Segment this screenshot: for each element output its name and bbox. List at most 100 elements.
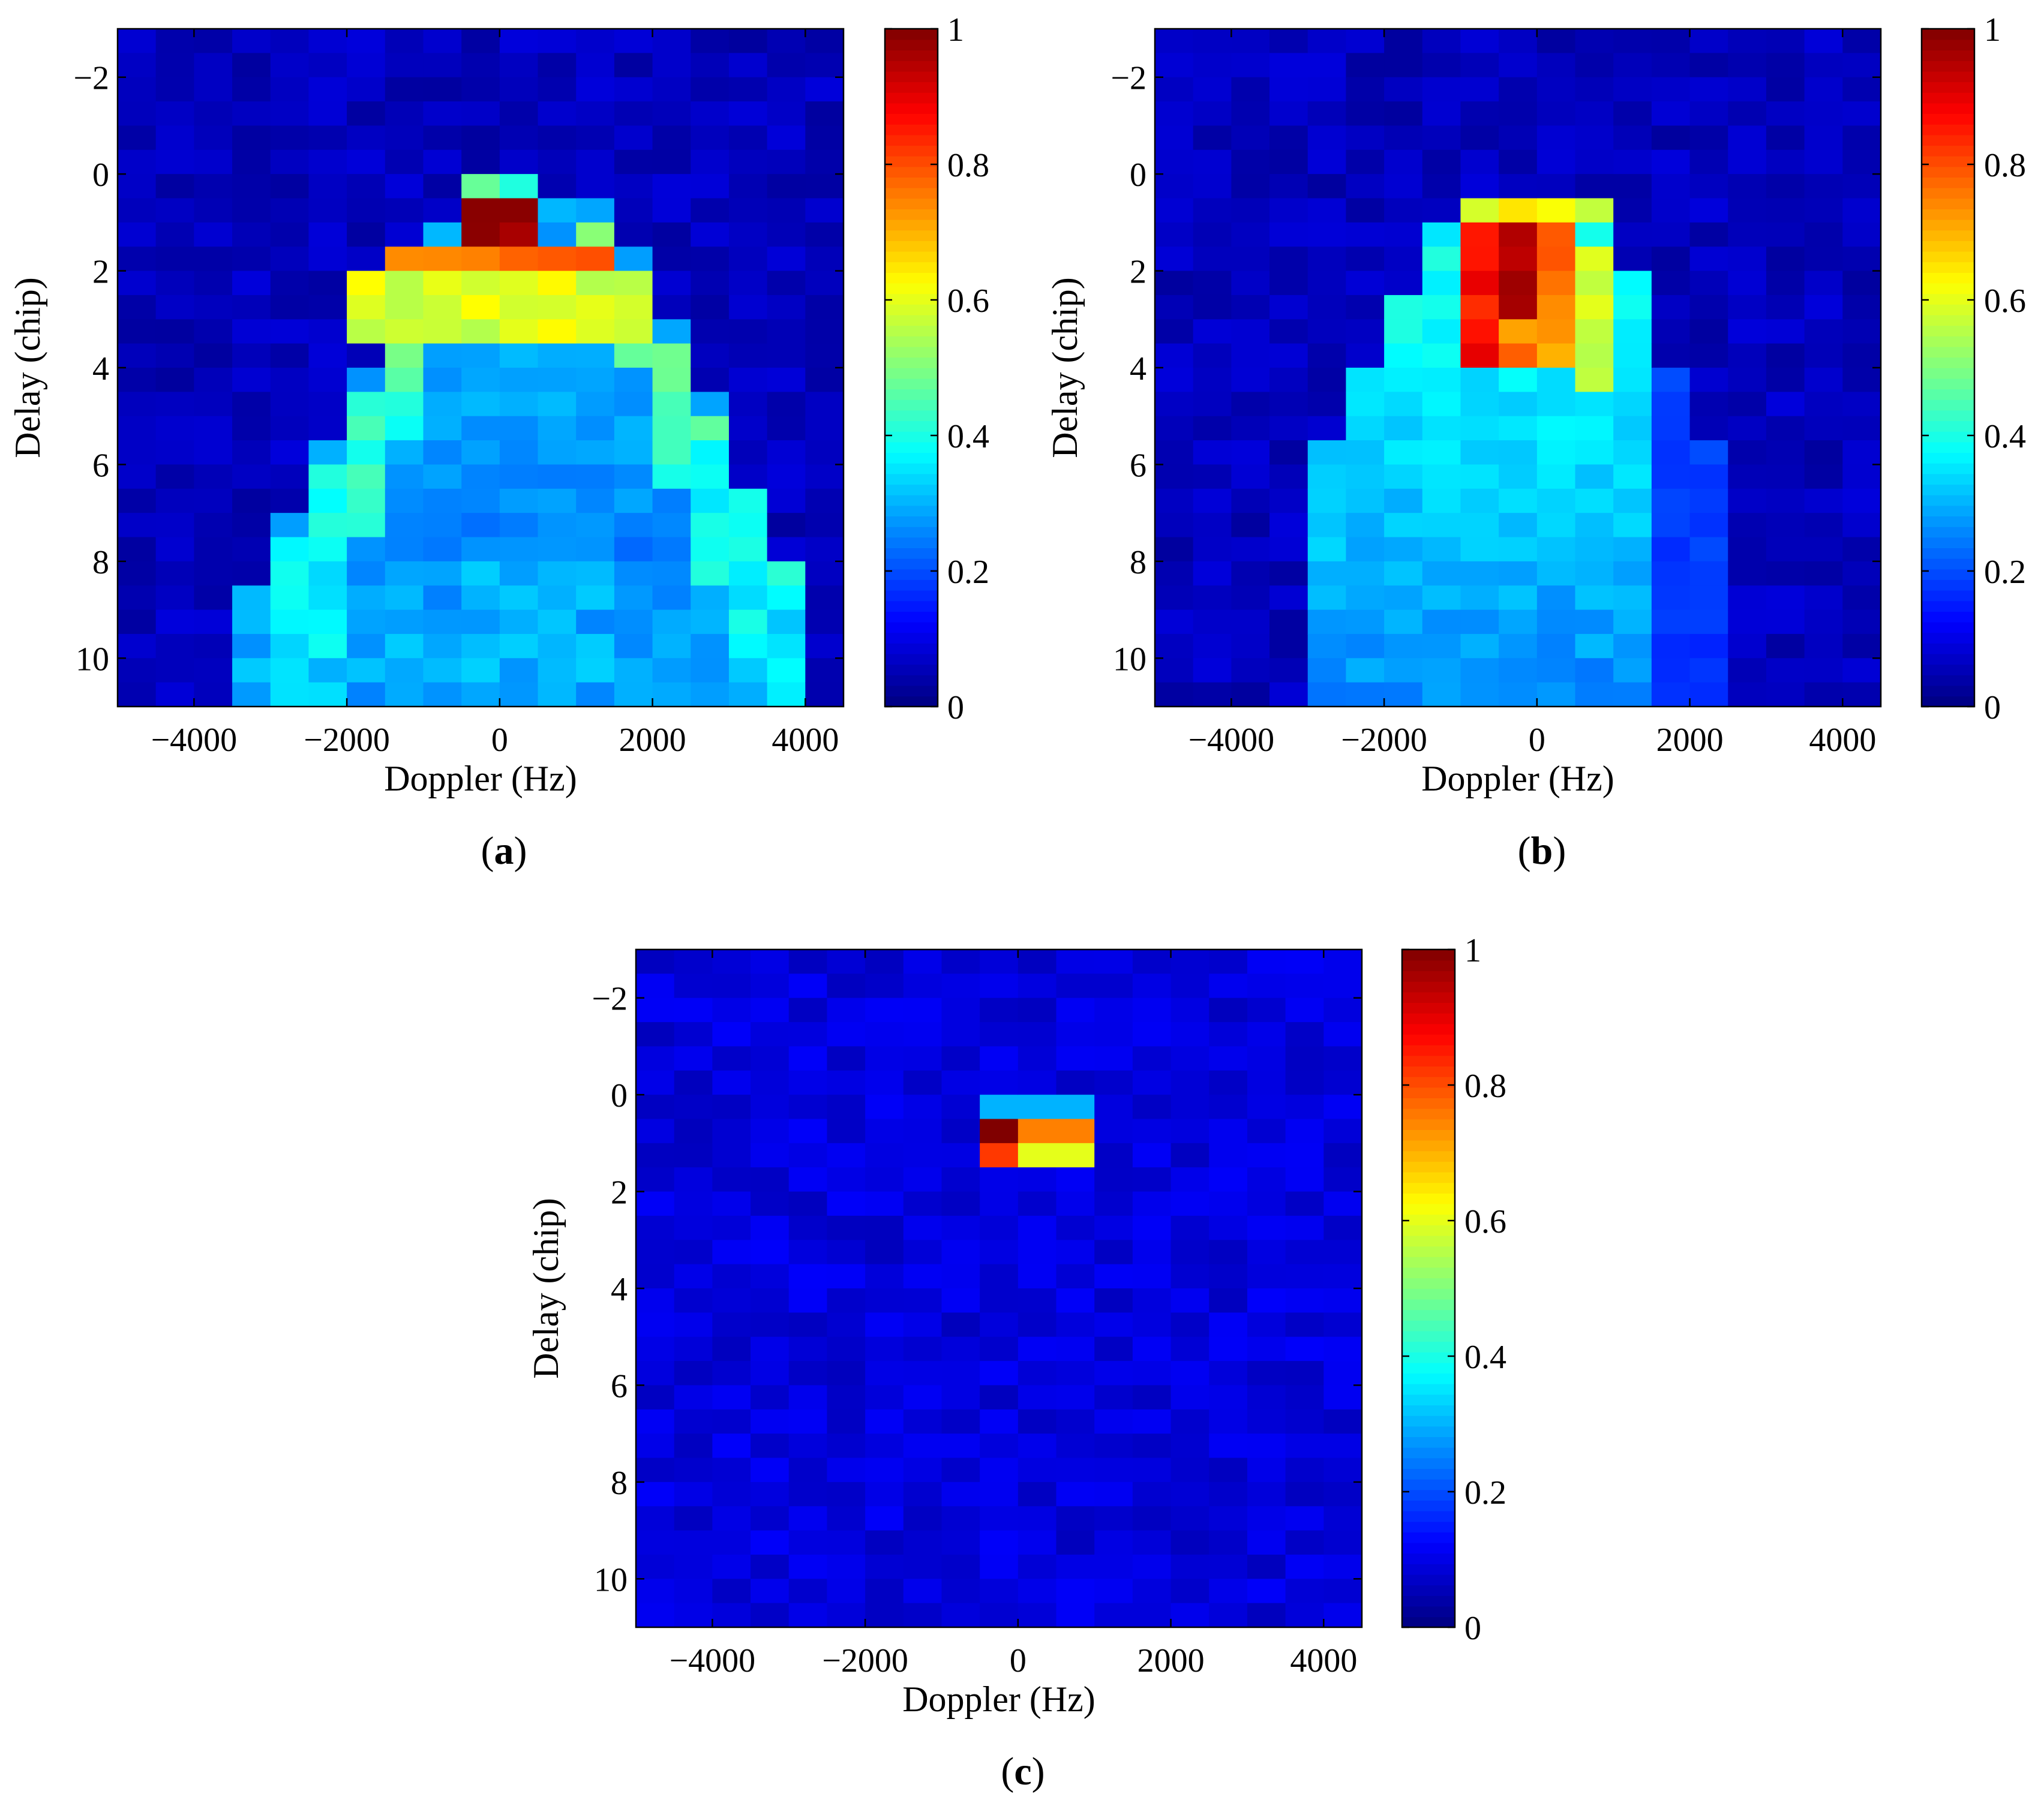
colorbar-band (885, 230, 938, 241)
heatmap-cell (423, 29, 462, 54)
y-tick-label: 4 (611, 1271, 628, 1308)
colorbar-band (1402, 1532, 1455, 1543)
heatmap-cell (1689, 609, 1729, 635)
colorbar-band (1922, 177, 1974, 188)
heatmap-cell (1536, 440, 1576, 465)
colorbar-band (1402, 1066, 1455, 1077)
heatmap-cell (1323, 1070, 1362, 1095)
colorbar-band (1922, 484, 1974, 495)
heatmap-cell (767, 658, 806, 683)
colorbar-band (1402, 1119, 1455, 1130)
heatmap-cell (1285, 1482, 1325, 1507)
colorbar-band (885, 60, 938, 72)
heatmap-cell (1247, 1022, 1286, 1047)
heatmap-cell (728, 392, 768, 417)
heatmap-cell (1804, 633, 1844, 659)
heatmap-cell (576, 561, 615, 587)
heatmap-cell (347, 368, 386, 393)
heatmap-cell (1575, 633, 1614, 659)
caption-letter: a (494, 829, 514, 873)
heatmap-cell (1575, 392, 1614, 417)
colorbar-band (885, 155, 938, 167)
heatmap-cell (1323, 1458, 1362, 1483)
colorbar-band (1922, 230, 1974, 241)
heatmap-cell (1209, 1409, 1248, 1434)
heatmap-cell (1323, 973, 1362, 999)
x-tick-label: 2000 (619, 722, 686, 759)
heatmap-cell (1193, 101, 1232, 127)
heatmap-cell (674, 1506, 713, 1531)
heatmap-cell (1575, 537, 1614, 562)
heatmap-cell (1536, 29, 1576, 54)
heatmap-cell (1056, 1119, 1095, 1144)
heatmap-cell (461, 609, 500, 635)
heatmap-cell (1384, 343, 1423, 368)
heatmap-cell (1384, 247, 1423, 272)
heatmap-cell (385, 198, 424, 223)
heatmap-cell (1285, 1288, 1325, 1314)
heatmap-cell (1285, 1458, 1325, 1483)
heatmap-cell (1728, 464, 1767, 489)
heatmap-cell (1536, 658, 1576, 683)
colorbar-band (885, 558, 938, 570)
heatmap-cell (194, 609, 233, 635)
heatmap-cell (1231, 392, 1270, 417)
heatmap-cell (1613, 537, 1652, 562)
heatmap-cell (270, 658, 310, 683)
heatmap-cell (155, 513, 195, 538)
heatmap-cell (1018, 1336, 1057, 1362)
heatmap-cell (728, 513, 768, 538)
heatmap-cell (903, 1167, 943, 1192)
heatmap-cell (691, 368, 730, 393)
heatmap-cell (1422, 609, 1461, 635)
heatmap-cell (1613, 271, 1652, 296)
heatmap-cell (1460, 271, 1499, 296)
heatmap-cell (499, 682, 539, 707)
heatmap-cell (423, 658, 462, 683)
heatmap-cell (751, 1603, 790, 1628)
heatmap-cell (1231, 125, 1270, 151)
heatmap-cell (1499, 513, 1538, 538)
heatmap-cell (1651, 392, 1691, 417)
heatmap-cell (1689, 658, 1729, 683)
heatmap-cell (461, 513, 500, 538)
heatmap-cell (194, 53, 233, 78)
heatmap-cell (423, 247, 462, 272)
heatmap-cell (941, 1336, 980, 1362)
heatmap-cell (385, 29, 424, 54)
heatmap-cell (423, 537, 462, 562)
heatmap-cell (767, 101, 806, 127)
heatmap-cell (1384, 416, 1423, 441)
heatmap-cell (1323, 1336, 1362, 1362)
heatmap-cell (308, 392, 347, 417)
heatmap-cell (385, 53, 424, 78)
heatmap-cell (385, 271, 424, 296)
heatmap-cell (1499, 247, 1538, 272)
heatmap-cell (118, 633, 157, 659)
heatmap-cell (1209, 1385, 1248, 1410)
colorbar-band (885, 293, 938, 305)
heatmap-cell (1422, 561, 1461, 587)
heatmap-cell (1285, 1554, 1325, 1580)
heatmap-cell (1728, 53, 1767, 78)
heatmap-cell (1575, 222, 1614, 248)
heatmap-cell (155, 271, 195, 296)
heatmap-cell (1689, 101, 1729, 127)
colorbar-band (885, 103, 938, 115)
heatmap-cell (308, 271, 347, 296)
heatmap-cell (1422, 537, 1461, 562)
heatmap-cell (903, 1336, 943, 1362)
heatmap-cell (1804, 198, 1844, 223)
heatmap-cell (652, 440, 692, 465)
heatmap-cell (1132, 997, 1172, 1023)
heatmap-cell (1247, 1336, 1286, 1362)
heatmap-cell (767, 513, 806, 538)
heatmap-cell (1094, 973, 1133, 999)
heatmap-cell (865, 1191, 904, 1216)
heatmap-cell (576, 247, 615, 272)
heatmap-cell (903, 1095, 943, 1120)
heatmap-cell (461, 416, 500, 441)
heatmap-cell (1193, 29, 1232, 54)
colorbar-band (1922, 71, 1974, 83)
heatmap-cell (1307, 198, 1347, 223)
